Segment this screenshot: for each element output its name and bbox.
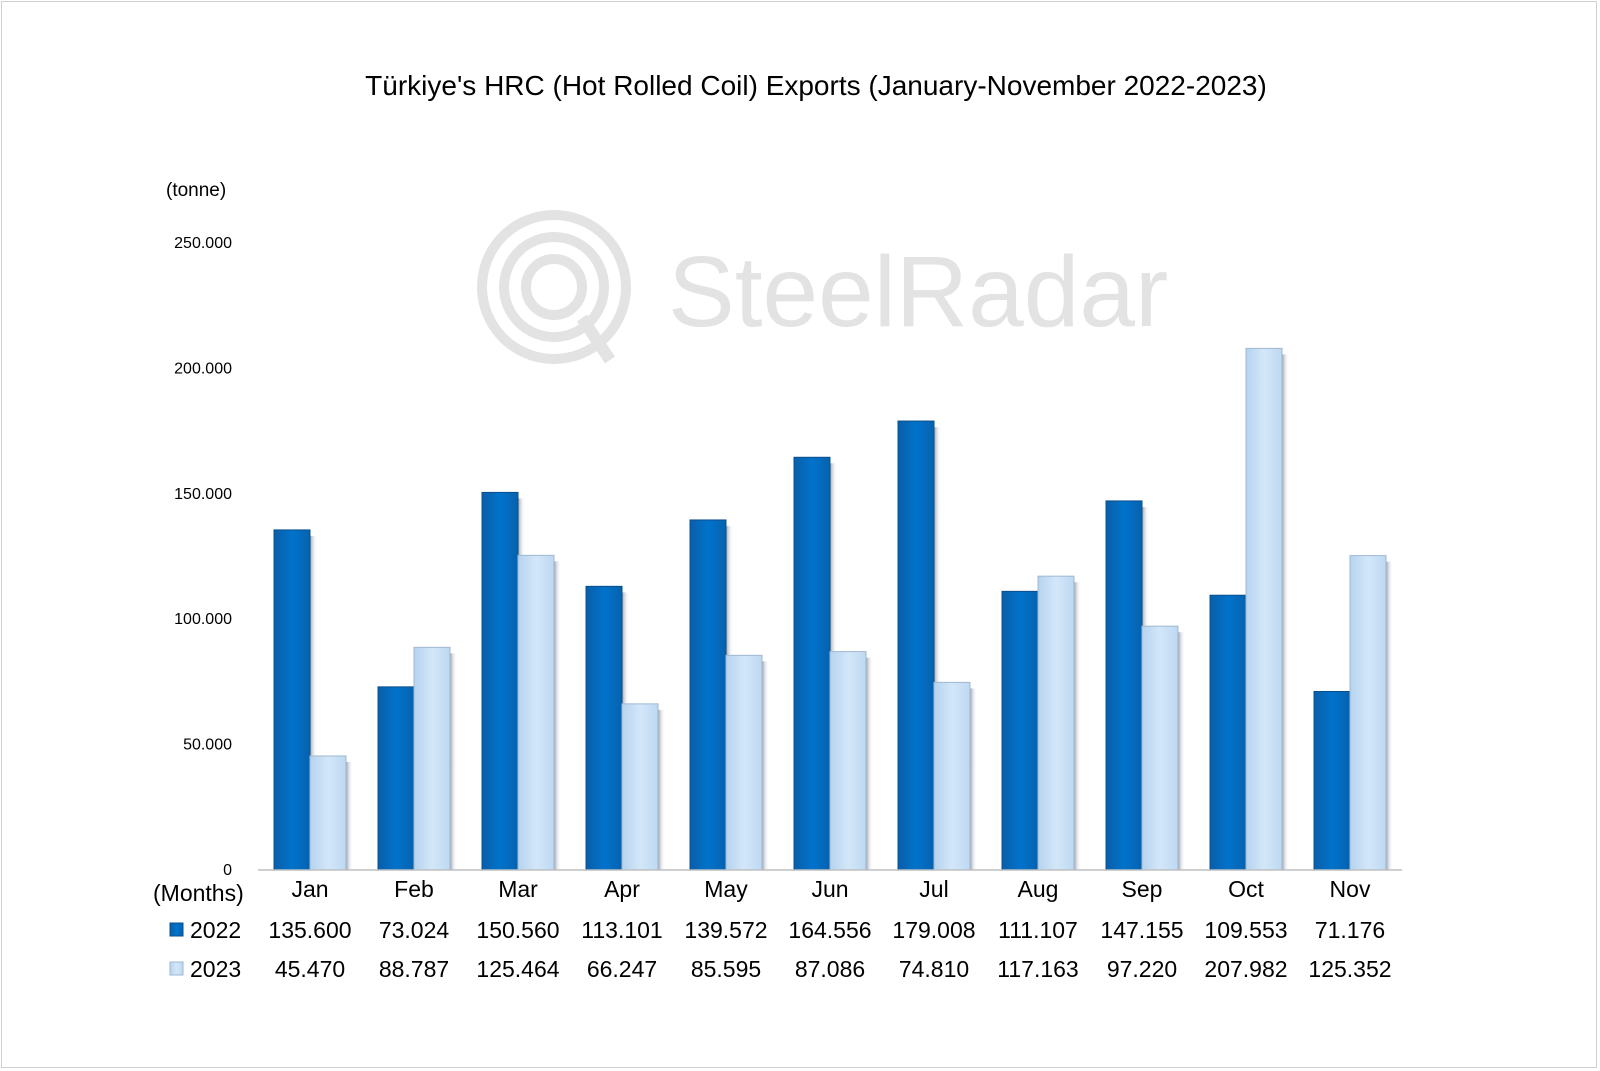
- x-axis-label: (Months): [153, 880, 244, 906]
- bar-shadow: [1074, 582, 1081, 870]
- bar-2023-apr: [621, 703, 659, 871]
- data-label-2023: 88.787: [379, 956, 449, 982]
- y-tick-label: 200.000: [174, 360, 232, 377]
- legend-label-2023: 2023: [190, 956, 241, 982]
- y-tick-label: 100.000: [174, 611, 232, 628]
- data-label-2023: 117.163: [997, 956, 1078, 982]
- data-label-2022: 111.107: [998, 917, 1078, 943]
- x-axis-ticks: Jan Feb Mar Apr May Jun Jul Aug Sep Oct Nov: [291, 876, 1370, 902]
- x-tick-label: Oct: [1228, 876, 1264, 902]
- watermark-text: SteelRadar: [668, 236, 1168, 348]
- data-label-2023: 97.220: [1107, 956, 1177, 982]
- x-tick-label: Apr: [604, 876, 640, 902]
- bar-2022-jul: [897, 420, 935, 871]
- data-table: 2022 135.600 73.024 150.560 113.101 139.572 16…: [169, 917, 1392, 982]
- x-tick-label: Mar: [498, 876, 538, 902]
- y-axis-ticks: 0 50.000 100.000 150.000 200.000 250.000: [174, 235, 232, 879]
- bar-2023-feb: [413, 646, 451, 871]
- data-label-2023: 66.247: [587, 956, 657, 982]
- data-label-2022: 147.155: [1100, 917, 1183, 943]
- bar-shadow: [970, 688, 977, 870]
- data-label-2023: 125.352: [1308, 956, 1391, 982]
- bar-2022-mar: [481, 491, 519, 871]
- legend-swatch-2023: [169, 961, 184, 976]
- bar-2022-nov: [1313, 690, 1351, 871]
- data-label-2023: 87.086: [795, 956, 865, 982]
- y-tick-label: 50.000: [183, 737, 232, 754]
- bar-shadow: [762, 661, 769, 870]
- data-label-2023: 85.595: [691, 956, 761, 982]
- watermark-logo: SteelRadar: [477, 210, 1168, 364]
- bar-shadow: [1282, 354, 1289, 871]
- x-tick-label: May: [704, 876, 748, 902]
- x-tick-label: Sep: [1122, 876, 1163, 902]
- bar-shadow: [310, 535, 317, 870]
- bar-2022-oct: [1209, 594, 1247, 871]
- bar-shadow: [1178, 632, 1185, 870]
- data-label-2023: 45.470: [275, 956, 345, 982]
- bar-shadow: [934, 427, 941, 870]
- data-label-2023: 74.810: [899, 956, 969, 982]
- bar-2023-nov: [1349, 555, 1387, 871]
- data-label-2022: 135.600: [268, 917, 351, 943]
- data-label-2023: 207.982: [1204, 956, 1287, 982]
- bar-2023-sep: [1141, 625, 1179, 871]
- data-label-2022: 179.008: [892, 917, 975, 943]
- y-tick-label: 150.000: [174, 486, 232, 503]
- bar-shadow: [554, 561, 561, 870]
- x-tick-label: Jan: [291, 876, 328, 902]
- bar-2022-may: [689, 519, 727, 871]
- data-label-2022: 164.556: [788, 917, 871, 943]
- bar-2023-oct: [1245, 347, 1283, 871]
- bar-2023-may: [725, 654, 763, 871]
- legend-swatch-2022: [169, 922, 184, 937]
- y-tick-label: 250.000: [174, 235, 232, 252]
- data-label-2022: 139.572: [684, 917, 767, 943]
- bars: [273, 347, 1393, 871]
- data-label-2022: 73.024: [379, 917, 450, 943]
- bar-2023-jun: [829, 651, 867, 871]
- data-label-2022: 109.553: [1204, 917, 1287, 943]
- bar-2022-aug: [1001, 590, 1039, 871]
- y-axis-unit: (tonne): [166, 180, 226, 201]
- x-tick-label: Jul: [919, 876, 948, 902]
- bar-shadow: [1386, 561, 1393, 870]
- bar-2023-mar: [517, 554, 555, 871]
- data-label-2022: 113.101: [581, 917, 662, 943]
- x-tick-label: Aug: [1018, 876, 1059, 902]
- x-tick-label: Feb: [394, 876, 434, 902]
- bar-2023-jan: [309, 755, 347, 871]
- bar-2022-sep: [1105, 500, 1143, 871]
- bar-2022-feb: [377, 686, 415, 871]
- data-label-2022: 150.560: [476, 917, 559, 943]
- x-tick-label: Jun: [811, 876, 848, 902]
- chart-title: Türkiye's HRC (Hot Rolled Coil) Exports …: [365, 70, 1267, 101]
- bar-shadow: [866, 657, 873, 870]
- bar-2023-aug: [1037, 575, 1075, 871]
- bar-shadow: [346, 761, 353, 870]
- bar-2022-jan: [273, 529, 311, 871]
- bar-shadow: [450, 653, 457, 870]
- x-tick-label: Nov: [1330, 876, 1371, 902]
- bar-2022-jun: [793, 456, 831, 871]
- data-label-2023: 125.464: [476, 956, 559, 982]
- data-label-2022: 71.176: [1315, 917, 1385, 943]
- legend-label-2022: 2022: [190, 917, 241, 943]
- bar-2022-apr: [585, 585, 623, 871]
- bar-shadow: [658, 709, 665, 870]
- bar-2023-jul: [933, 681, 971, 871]
- y-tick-label: 0: [223, 862, 232, 879]
